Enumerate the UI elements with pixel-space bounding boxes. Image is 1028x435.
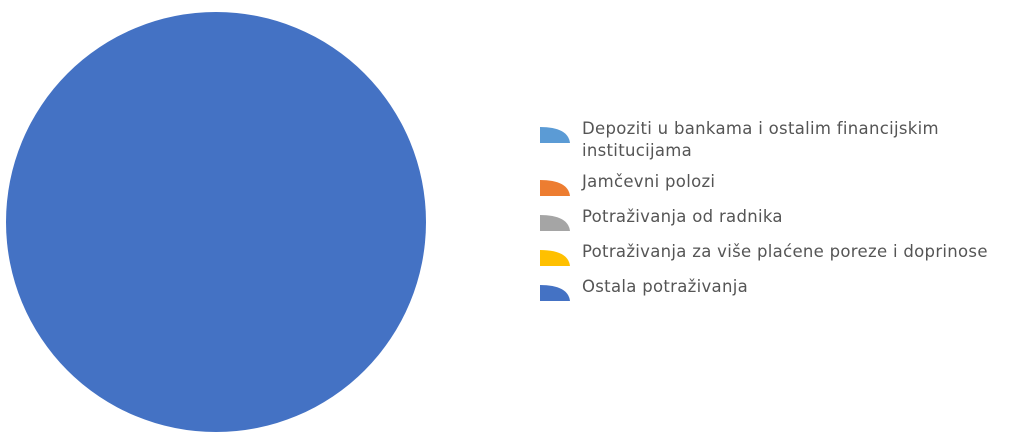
legend-item: Ostala potraživanja — [538, 276, 1028, 302]
chart — [6, 12, 426, 432]
legend-label: Ostala potraživanja — [582, 277, 749, 296]
legend-icon — [540, 127, 570, 143]
legend-label: Depoziti u bankama i ostalim financijski… — [582, 119, 939, 160]
pie-slice — [6, 12, 426, 432]
legend-item: Depoziti u bankama i ostalim financijski… — [538, 118, 1028, 162]
legend-icon — [540, 180, 570, 196]
legend-item: Jamčevni polozi — [538, 171, 1028, 197]
legend-swatch — [540, 285, 570, 301]
legend-item: Potraživanja za više plaćene poreze i do… — [538, 241, 1028, 267]
legend-swatch — [540, 127, 570, 143]
legend-icon — [540, 250, 570, 266]
legend-swatch — [540, 250, 570, 266]
legend-label: Jamčevni polozi — [582, 172, 716, 191]
legend-swatch — [540, 180, 570, 196]
legend-label: Potraživanja za više plaćene poreze i do… — [582, 242, 988, 261]
legend-icon — [540, 285, 570, 301]
legend: Depoziti u bankama i ostalim financijski… — [538, 118, 1028, 311]
legend-label: Potraživanja od radnika — [582, 207, 783, 226]
legend-item: Potraživanja od radnika — [538, 206, 1028, 232]
legend-swatch — [540, 215, 570, 231]
legend-icon — [540, 215, 570, 231]
